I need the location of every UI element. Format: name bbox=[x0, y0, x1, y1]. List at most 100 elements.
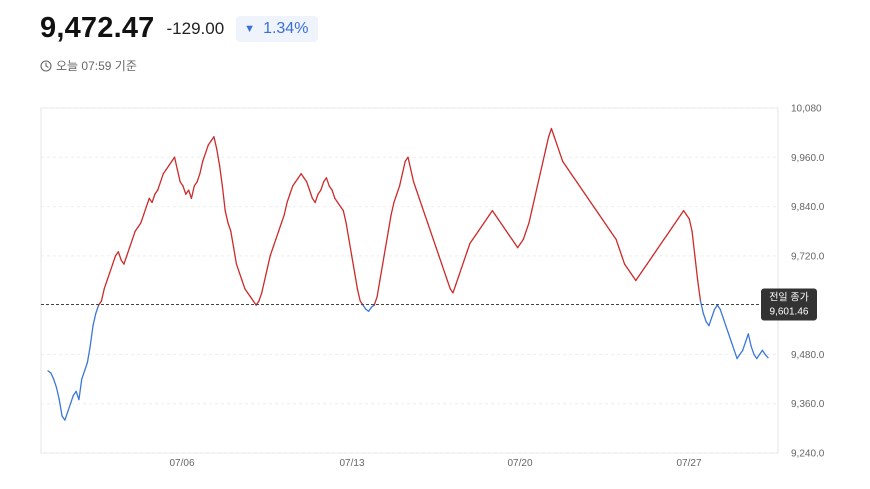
price-line-segment bbox=[64, 411, 69, 421]
price-line-segment bbox=[294, 177, 299, 183]
price-line-segment bbox=[134, 226, 139, 232]
price-line-segment bbox=[379, 263, 384, 282]
price-line-segment bbox=[100, 288, 105, 302]
price-header: 9,472.47 -129.00 ▼ 1.34% bbox=[40, 12, 319, 45]
price-line-segment bbox=[753, 353, 758, 360]
price-line-segment bbox=[677, 214, 682, 220]
price-line-segment bbox=[463, 251, 468, 261]
price-line-segment bbox=[592, 205, 598, 212]
price-line-segment bbox=[235, 263, 240, 273]
price-line-segment bbox=[50, 372, 55, 380]
price-line-segment bbox=[581, 189, 586, 195]
price-line-segment bbox=[432, 238, 437, 249]
price-line-segment bbox=[103, 279, 108, 290]
price-line-segment bbox=[705, 320, 710, 327]
price-line-segment bbox=[407, 156, 412, 171]
price-line-segment bbox=[393, 193, 398, 204]
price-line-segment bbox=[263, 267, 269, 282]
price-line-segment bbox=[95, 304, 100, 315]
price-line-segment bbox=[750, 345, 755, 356]
x-tick-label-1: 07/13 bbox=[339, 458, 364, 469]
price-line-segment bbox=[680, 210, 685, 216]
price-line-segment bbox=[297, 173, 302, 179]
price-line-segment bbox=[320, 181, 325, 191]
price-line-segment bbox=[764, 353, 769, 359]
price-line-segment bbox=[266, 255, 271, 269]
price-line-segment bbox=[168, 160, 173, 167]
price-line-segment bbox=[691, 230, 696, 257]
price-line-segment bbox=[303, 177, 308, 183]
price-line-segment bbox=[514, 242, 519, 249]
price-line-segment bbox=[578, 185, 584, 191]
price-line-segment bbox=[244, 288, 249, 294]
price-line-segment bbox=[508, 234, 513, 241]
price-line-segment bbox=[570, 173, 575, 179]
price-line-segment bbox=[351, 255, 356, 273]
price-line-segment bbox=[280, 214, 285, 224]
price-line-segment bbox=[460, 259, 465, 269]
price-line-segment bbox=[269, 246, 274, 257]
price-line-segment bbox=[559, 152, 564, 163]
price-line-segment bbox=[75, 390, 80, 401]
price-line-segment bbox=[331, 189, 336, 200]
price-line-segment bbox=[457, 267, 463, 278]
price-line-segment bbox=[337, 201, 342, 208]
price-line-segment bbox=[739, 349, 744, 356]
price-line-segment bbox=[640, 267, 645, 273]
price-line-segment bbox=[542, 148, 547, 163]
price-line-segment bbox=[277, 222, 283, 232]
price-line-segment bbox=[567, 168, 572, 175]
plot-frame bbox=[40, 107, 779, 454]
price-line-segment bbox=[348, 238, 353, 257]
price-line-segment bbox=[590, 201, 595, 208]
price-line-segment bbox=[272, 238, 277, 249]
clock-icon bbox=[40, 59, 52, 72]
price-line-segment bbox=[477, 226, 482, 232]
price-line-segment bbox=[415, 189, 420, 200]
y-tick-label-3: 9,720.0 bbox=[791, 251, 825, 262]
price-line-segment bbox=[286, 193, 291, 204]
price-line-segment bbox=[443, 271, 449, 282]
price-line-segment bbox=[311, 197, 316, 204]
price-line-segment bbox=[727, 333, 733, 343]
price-line-segment bbox=[663, 234, 668, 241]
price-line-segment bbox=[353, 271, 359, 290]
y-tick-label-2: 9,840.0 bbox=[791, 202, 825, 213]
price-line-segment bbox=[241, 279, 246, 290]
price-line-segment bbox=[539, 160, 544, 175]
price-line-segment bbox=[547, 127, 553, 138]
price-line-segment bbox=[635, 275, 640, 282]
price-line-segment bbox=[522, 230, 527, 241]
price-line-segment bbox=[123, 255, 128, 265]
price-line-segment bbox=[632, 275, 637, 282]
price-line-segment bbox=[576, 181, 581, 187]
price-line-segment bbox=[173, 156, 179, 171]
price-line-segment bbox=[483, 218, 488, 224]
price-line-segment bbox=[736, 353, 741, 360]
price-line-segment bbox=[142, 205, 148, 216]
price-line-segment bbox=[61, 415, 66, 421]
price-line-segment bbox=[497, 218, 502, 224]
price-line-segment bbox=[488, 210, 494, 216]
price-line-segment bbox=[106, 271, 111, 282]
y-tick-label-1: 9,960.0 bbox=[791, 153, 825, 164]
price-line-segment bbox=[157, 181, 162, 191]
price-line-segment bbox=[249, 296, 254, 302]
price-line-segment bbox=[185, 189, 190, 195]
price-line-segment bbox=[390, 201, 395, 216]
price-line-segment bbox=[207, 140, 212, 146]
price-line-segment bbox=[202, 152, 207, 163]
price-line-segment bbox=[697, 279, 702, 302]
price-line-segment bbox=[452, 283, 457, 294]
price-line-segment bbox=[584, 193, 589, 200]
price-line-segment bbox=[258, 292, 263, 302]
price-line-segment bbox=[466, 242, 471, 253]
price-line-segment bbox=[179, 181, 184, 187]
price-line-segment bbox=[711, 308, 716, 319]
price-line-segment bbox=[671, 222, 676, 228]
price-line-segment bbox=[761, 349, 766, 356]
price-line-segment bbox=[230, 230, 235, 249]
price-line-segment bbox=[52, 378, 58, 388]
price-line-segment bbox=[306, 181, 311, 191]
price-line-segment bbox=[55, 386, 60, 401]
